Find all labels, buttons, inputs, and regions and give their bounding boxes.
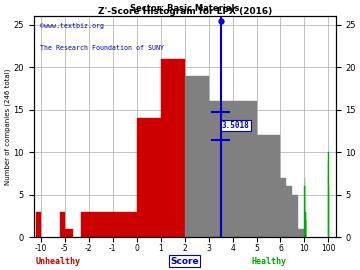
Title: Z'-Score Histogram for LPX (2016): Z'-Score Histogram for LPX (2016) xyxy=(98,7,272,16)
Bar xyxy=(233,101,257,237)
Bar xyxy=(60,212,65,237)
Bar xyxy=(81,212,89,237)
Text: Healthy: Healthy xyxy=(252,257,287,266)
Text: The Research Foundation of SUNY: The Research Foundation of SUNY xyxy=(40,45,164,51)
Bar xyxy=(280,178,287,237)
Bar xyxy=(208,101,233,237)
Bar xyxy=(113,212,137,237)
Bar xyxy=(292,195,298,237)
Bar xyxy=(65,229,73,237)
Bar xyxy=(36,212,41,237)
Bar xyxy=(27,220,31,237)
X-axis label: Score: Score xyxy=(170,257,199,266)
Y-axis label: Number of companies (246 total): Number of companies (246 total) xyxy=(4,69,11,185)
Bar xyxy=(161,59,185,237)
Bar xyxy=(137,118,161,237)
Text: 3.5018: 3.5018 xyxy=(222,121,249,130)
Bar xyxy=(298,229,305,237)
Bar xyxy=(89,212,113,237)
Bar xyxy=(185,76,208,237)
Bar xyxy=(287,186,292,237)
Bar xyxy=(257,135,280,237)
Text: Sector: Basic Materials: Sector: Basic Materials xyxy=(130,4,239,13)
Text: Unhealthy: Unhealthy xyxy=(36,257,81,266)
Text: ©www.textbiz.org: ©www.textbiz.org xyxy=(40,23,104,29)
